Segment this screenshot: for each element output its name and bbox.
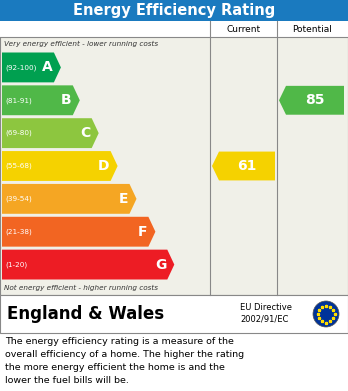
Text: D: D (98, 159, 110, 173)
Text: EU Directive
2002/91/EC: EU Directive 2002/91/EC (240, 303, 292, 323)
Bar (0, 0, 348, 21)
Text: A: A (42, 61, 53, 74)
Text: (1-20): (1-20) (5, 261, 27, 268)
Polygon shape (2, 118, 99, 148)
Bar (0, 21, 348, 37)
Polygon shape (2, 249, 174, 280)
Text: (81-91): (81-91) (5, 97, 32, 104)
Circle shape (313, 301, 339, 327)
Text: (92-100): (92-100) (5, 64, 37, 71)
Polygon shape (2, 184, 136, 214)
Polygon shape (2, 52, 61, 83)
Bar (0, 295, 348, 333)
Text: E: E (119, 192, 128, 206)
Text: 61: 61 (237, 159, 256, 173)
Text: (69-80): (69-80) (5, 130, 32, 136)
Text: Very energy efficient - lower running costs: Very energy efficient - lower running co… (4, 41, 158, 47)
Text: Not energy efficient - higher running costs: Not energy efficient - higher running co… (4, 285, 158, 291)
Text: Potential: Potential (293, 25, 332, 34)
Text: 85: 85 (305, 93, 324, 107)
Text: B: B (61, 93, 72, 107)
Text: (55-68): (55-68) (5, 163, 32, 169)
Bar (0, 21, 348, 295)
Text: Current: Current (227, 25, 261, 34)
Polygon shape (279, 86, 344, 115)
Polygon shape (2, 85, 80, 115)
Polygon shape (212, 152, 275, 180)
Polygon shape (2, 151, 118, 181)
Text: England & Wales: England & Wales (7, 305, 164, 323)
Text: (39-54): (39-54) (5, 196, 32, 202)
Text: The energy efficiency rating is a measure of the
overall efficiency of a home. T: The energy efficiency rating is a measur… (5, 337, 244, 385)
Polygon shape (2, 217, 156, 247)
Text: Energy Efficiency Rating: Energy Efficiency Rating (73, 3, 275, 18)
Text: G: G (155, 258, 166, 272)
Text: F: F (138, 225, 148, 239)
Text: (21-38): (21-38) (5, 228, 32, 235)
Text: C: C (80, 126, 91, 140)
